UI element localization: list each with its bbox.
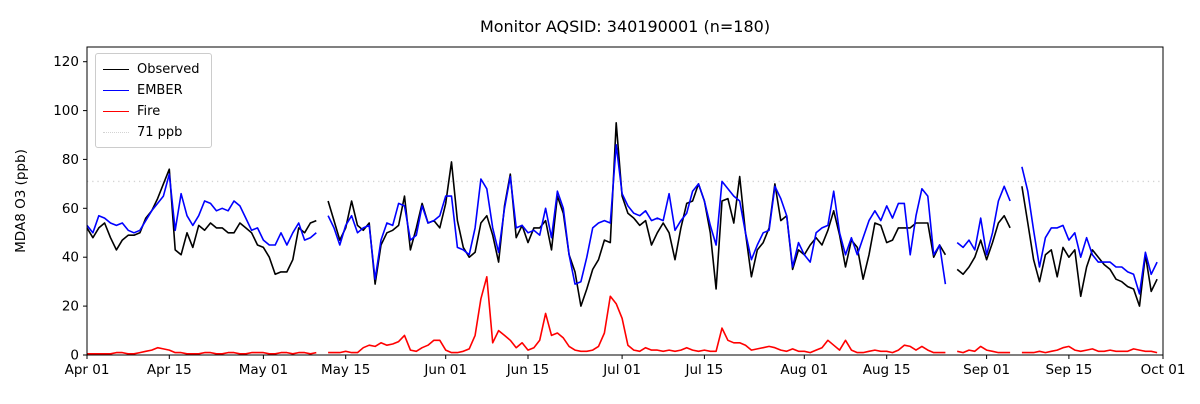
svg-text:20: 20 [62,299,79,315]
legend-label-observed: Observed [137,62,200,77]
legend-item-observed: Observed [103,59,207,80]
svg-text:May 01: May 01 [239,362,288,378]
svg-text:Jun 15: Jun 15 [506,362,550,378]
legend-item-ember: EMBER [103,80,207,101]
svg-text:40: 40 [62,250,79,266]
svg-text:Jul 15: Jul 15 [685,362,724,378]
svg-text:Sep 01: Sep 01 [963,362,1010,378]
legend-item-fire: Fire [103,101,207,122]
svg-text:Aug 01: Aug 01 [780,362,828,378]
svg-text:Aug 15: Aug 15 [863,362,911,378]
svg-text:80: 80 [62,152,79,168]
svg-text:0: 0 [70,348,79,364]
svg-text:Oct 01: Oct 01 [1141,362,1186,378]
svg-text:Jun 01: Jun 01 [423,362,467,378]
y-axis-label: MDA8 O3 (ppb) [13,149,29,253]
svg-text:100: 100 [53,103,79,119]
svg-text:Sep 15: Sep 15 [1045,362,1092,378]
threshold-line-sample-icon [103,132,129,133]
legend-label-fire: Fire [137,104,161,119]
ember-line-sample-icon [103,90,129,91]
svg-text:Apr 15: Apr 15 [147,362,192,378]
observed-line-sample-icon [103,69,129,70]
chart-title: Monitor AQSID: 340190001 (n=180) [479,17,771,36]
svg-text:Apr 01: Apr 01 [65,362,110,378]
legend: Observed EMBER Fire 71 ppb [95,53,212,148]
fire-line-sample-icon [103,111,129,112]
svg-text:60: 60 [62,201,79,217]
svg-text:May 15: May 15 [321,362,370,378]
legend-label-threshold: 71 ppb [137,125,183,140]
legend-item-threshold: 71 ppb [103,122,207,143]
svg-text:Jul 01: Jul 01 [602,362,641,378]
svg-text:120: 120 [53,54,79,70]
legend-label-ember: EMBER [137,83,183,98]
